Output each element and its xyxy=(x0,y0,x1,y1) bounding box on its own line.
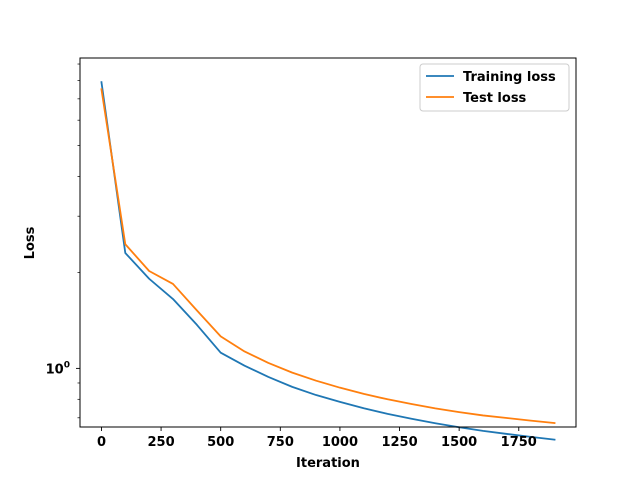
x-tick-label: 750 xyxy=(267,435,294,450)
y-tick-label: 100 xyxy=(46,360,70,377)
plot-area xyxy=(80,58,576,427)
legend-box xyxy=(419,63,570,112)
x-tick-label: 1500 xyxy=(441,435,477,450)
series-layer xyxy=(100,81,556,441)
legend-label-training: Training loss xyxy=(463,70,556,85)
series-line-training-loss xyxy=(100,81,556,441)
x-tick-label: 1250 xyxy=(381,435,417,450)
x-tick-label: 0 xyxy=(97,435,106,450)
x-tick-label: 500 xyxy=(207,435,234,450)
y-tick-label-base: 10 xyxy=(46,362,64,377)
y-tick-label-exponent: 0 xyxy=(64,360,70,370)
y-axis: 100 xyxy=(46,63,80,419)
legend-label-test: Test loss xyxy=(463,91,527,106)
series-line-test-loss xyxy=(100,88,556,425)
x-tick-label: 250 xyxy=(148,435,175,450)
x-tick-label: 1000 xyxy=(322,435,358,450)
plot-frame xyxy=(79,57,577,428)
x-tick-label: 1750 xyxy=(501,435,537,450)
x-axis-title: Iteration xyxy=(296,456,360,471)
x-axis: 0 250 500 750 1000 1250 1500 1750 xyxy=(97,427,537,450)
legend: Training loss Test loss xyxy=(419,63,570,112)
y-axis-title: Loss xyxy=(23,226,38,259)
